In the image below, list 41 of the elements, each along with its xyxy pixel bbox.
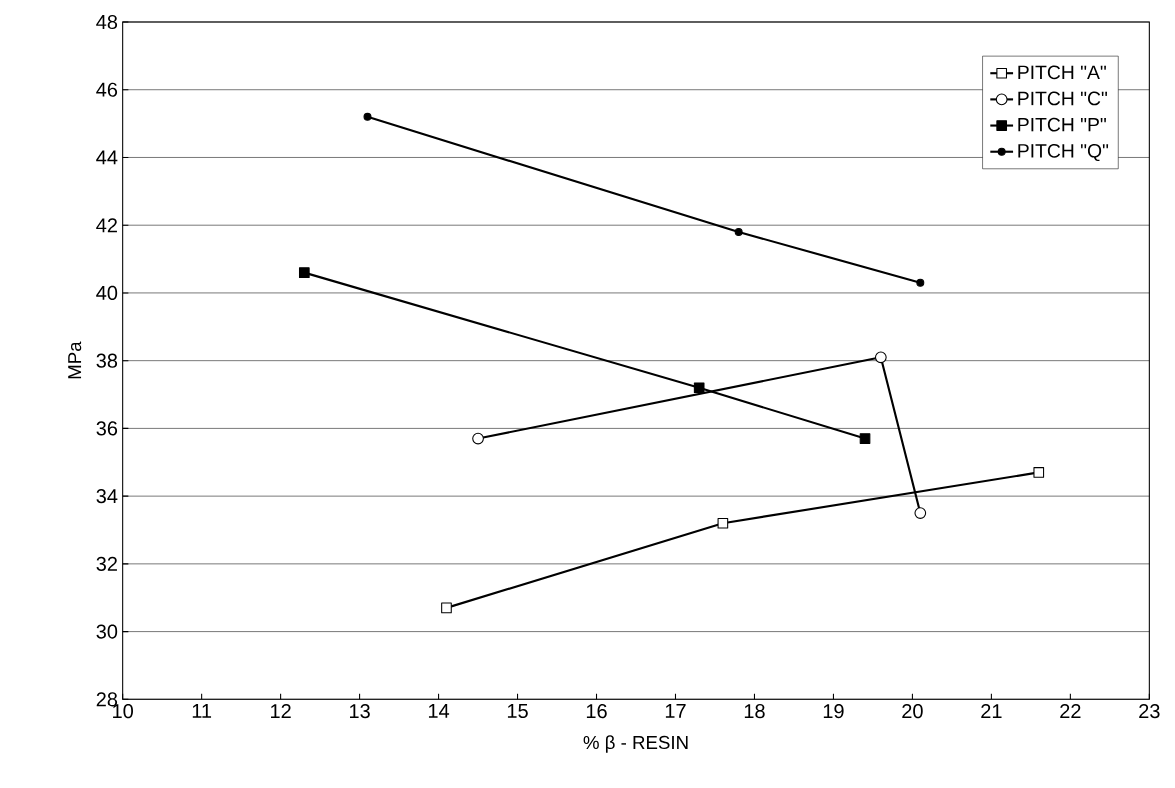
y-tick-label: 36 <box>96 421 118 436</box>
point <box>916 278 925 287</box>
x-tick-label: 14 <box>428 704 450 718</box>
y-tick-label: 48 <box>96 14 118 30</box>
point <box>298 267 310 278</box>
x-tick-label: 19 <box>823 704 844 719</box>
point <box>441 602 452 614</box>
x-tick-label: 22 <box>1060 704 1081 718</box>
point <box>1033 467 1045 478</box>
x-tick-label: 17 <box>665 704 686 718</box>
y-tick-label: 42 <box>96 218 117 233</box>
point <box>914 507 927 519</box>
x-tick-label: 16 <box>586 704 607 719</box>
y-axis-title: MPa <box>68 341 82 379</box>
x-tick-label: 15 <box>507 704 528 718</box>
y-tick-label: 40 <box>96 285 118 300</box>
y-tick-label: 38 <box>96 353 118 368</box>
legend-label: PITCH "P" <box>1018 117 1106 132</box>
point <box>874 351 887 364</box>
point <box>717 517 729 529</box>
point <box>363 112 372 121</box>
point <box>734 227 743 236</box>
x-axis-title: % β - RESIN <box>583 735 688 753</box>
x-tick-label: 18 <box>744 704 765 719</box>
x-tick-label: 21 <box>981 704 1002 718</box>
legend-label: PITCH "A" <box>1018 65 1106 80</box>
y-tick-label: 44 <box>96 150 118 165</box>
x-tick-label: 12 <box>271 704 291 718</box>
x-tick-label: 13 <box>350 704 370 719</box>
x-tick-label: 20 <box>902 704 923 719</box>
legend-label: PITCH "C" <box>1018 91 1108 106</box>
y-tick-label: 32 <box>96 556 117 571</box>
point <box>472 432 484 445</box>
x-tick-label: 11 <box>192 704 212 718</box>
x-tick-label: 23 <box>1139 704 1160 719</box>
legend-label: PITCH "Q" <box>1018 143 1109 162</box>
point <box>693 382 705 394</box>
y-tick-label: 30 <box>96 624 118 639</box>
y-tick-label: 46 <box>96 82 118 97</box>
point <box>859 433 871 444</box>
y-tick-label: 34 <box>96 489 118 504</box>
